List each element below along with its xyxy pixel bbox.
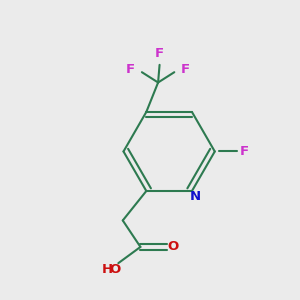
Text: H: H <box>102 262 113 275</box>
Text: F: F <box>240 145 249 158</box>
Text: F: F <box>155 47 164 60</box>
Text: N: N <box>190 190 201 203</box>
Text: O: O <box>168 240 179 254</box>
Text: F: F <box>126 63 135 76</box>
Text: F: F <box>181 63 190 76</box>
Text: O: O <box>109 262 120 275</box>
